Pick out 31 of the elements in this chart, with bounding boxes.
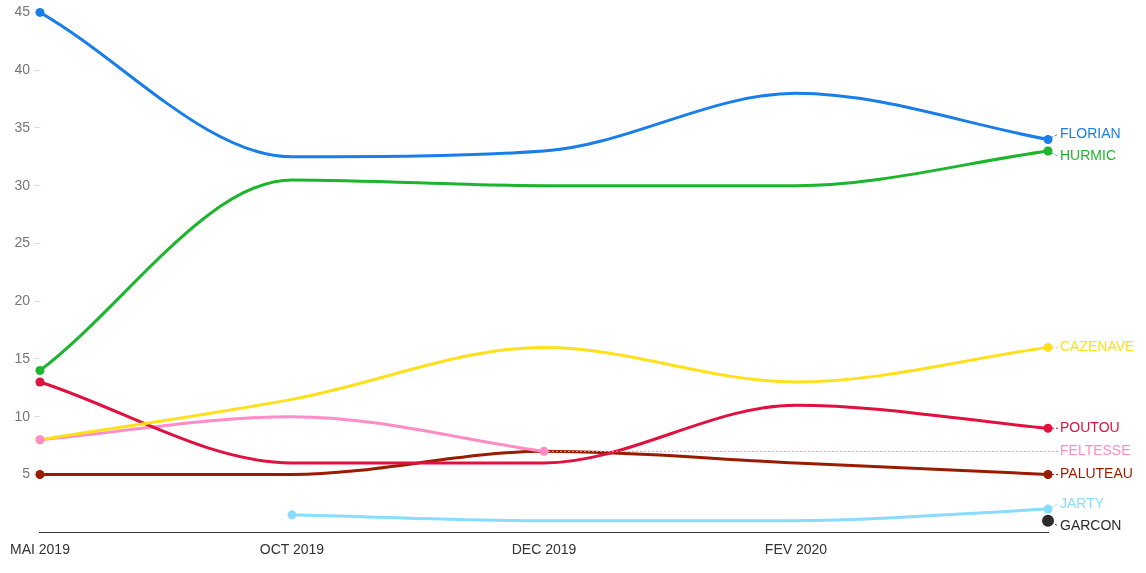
point [1043, 504, 1053, 514]
legend-label: GARCON [1060, 516, 1122, 533]
point [1043, 146, 1053, 156]
x-tick-label: FEV 2020 [764, 541, 828, 558]
legend-label: CAZENAVE [1060, 338, 1135, 355]
y-tick-label: 10 [14, 407, 31, 424]
point [287, 510, 297, 520]
point [1043, 342, 1053, 352]
point [1043, 469, 1053, 479]
point [35, 469, 45, 479]
point [35, 365, 45, 375]
x-tick-label: MAI 2019 [9, 541, 71, 558]
x-tick-label: DEC 2019 [511, 541, 577, 558]
legend-label: PALUTEAU [1060, 465, 1133, 482]
point [35, 377, 45, 387]
y-tick-label: 20 [14, 292, 31, 309]
x-tick-label: OCT 2019 [259, 541, 325, 558]
y-tick-label: 5 [22, 465, 31, 482]
y-tick-label: 25 [14, 234, 31, 251]
y-tick-label: 45 [14, 3, 31, 20]
y-tick-label: 40 [14, 61, 31, 78]
y-tick-label: 15 [14, 349, 31, 366]
legend-label: POUTOU [1060, 419, 1120, 436]
point [539, 446, 549, 456]
legend-label: HURMIC [1060, 147, 1116, 164]
point [35, 7, 45, 17]
text: FELTESSE [1060, 442, 1131, 459]
y-tick-label: 30 [14, 176, 31, 193]
legend-label: JARTY [1060, 494, 1105, 511]
legend-label: FLORIAN [1060, 125, 1121, 142]
y-tick-label: 35 [14, 118, 31, 135]
